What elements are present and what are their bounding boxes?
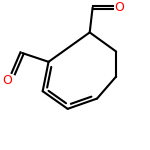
Text: O: O (114, 1, 124, 14)
Text: O: O (2, 74, 12, 87)
